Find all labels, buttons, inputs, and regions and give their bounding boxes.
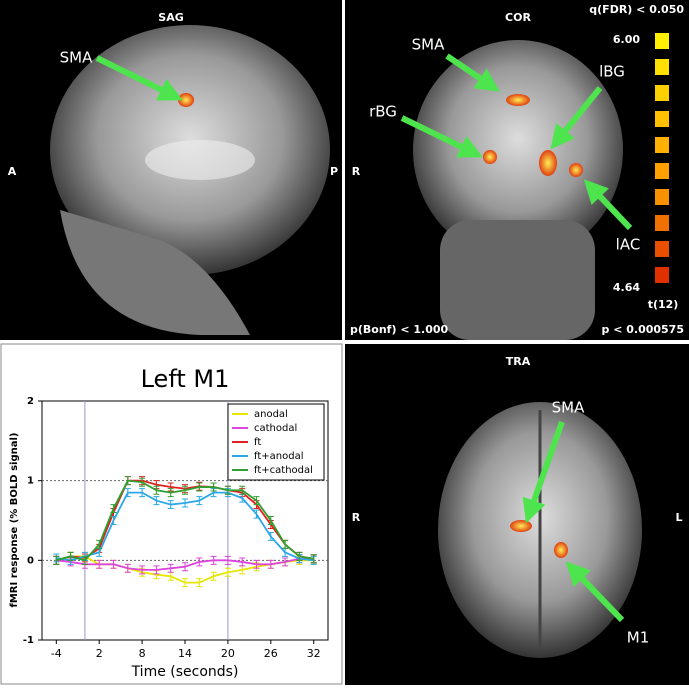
x-tick-label: -4 xyxy=(51,647,62,660)
arrow xyxy=(95,55,183,101)
error-bar xyxy=(239,485,246,495)
scale-max: 6.00 xyxy=(613,33,640,46)
error-bar xyxy=(253,496,260,506)
x-tick-label: 2 xyxy=(96,647,103,660)
error-bar xyxy=(124,563,131,573)
error-bar xyxy=(167,563,174,573)
error-bar xyxy=(182,578,188,588)
error-bar xyxy=(139,488,146,498)
error-bar xyxy=(182,498,188,508)
legend-label: ft xyxy=(254,437,261,448)
arrow xyxy=(583,179,633,231)
error-bar xyxy=(196,557,203,567)
error-bar xyxy=(210,555,217,565)
error-bar xyxy=(153,565,160,575)
panel-title: SAG xyxy=(158,11,183,24)
error-bar xyxy=(167,488,174,498)
stat-label: t(12) xyxy=(648,298,679,311)
region-label: SMA xyxy=(412,36,445,54)
region-label: lAC xyxy=(616,236,641,254)
error-bar xyxy=(124,488,131,498)
x-tick-label: 32 xyxy=(307,647,321,660)
chart-title: Left M1 xyxy=(141,365,230,393)
error-bar xyxy=(110,504,117,514)
error-bar xyxy=(96,539,103,549)
region-label: M1 xyxy=(627,629,650,647)
error-bar xyxy=(153,496,160,506)
error-bar xyxy=(282,557,289,567)
error-bar xyxy=(96,559,103,569)
legend-label: ft+cathodal xyxy=(254,465,313,476)
colorbar xyxy=(655,33,669,283)
error-bar xyxy=(282,539,289,549)
scale-min: 4.64 xyxy=(613,281,640,294)
error-bar xyxy=(239,557,246,567)
x-tick-label: 26 xyxy=(264,647,278,660)
error-bar xyxy=(81,555,88,565)
error-bar xyxy=(153,485,160,495)
region-label: lBG xyxy=(599,63,625,81)
error-bar xyxy=(196,578,203,588)
region-label: SMA xyxy=(60,49,93,67)
bonf-label: p(Bonf) < 1.000 xyxy=(350,323,449,336)
arrow xyxy=(550,86,603,150)
orientation-label: R xyxy=(352,511,361,524)
y-tick-label: 2 xyxy=(27,396,34,407)
error-bar xyxy=(67,551,74,561)
orientation-label: R xyxy=(352,165,361,178)
error-bar xyxy=(253,509,260,519)
error-bar xyxy=(310,554,317,564)
error-bar xyxy=(110,516,117,525)
y-tick-label: 1 xyxy=(27,476,34,487)
error-bar xyxy=(110,559,117,569)
y-tick-label: 0 xyxy=(27,555,34,566)
panel-title: TRA xyxy=(506,355,531,368)
error-bar xyxy=(224,485,231,495)
error-bar xyxy=(167,500,174,510)
x-tick-label: 8 xyxy=(139,647,146,660)
error-bar xyxy=(267,531,274,541)
x-tick-label: 20 xyxy=(221,647,235,660)
error-bar xyxy=(210,482,217,492)
error-bar xyxy=(224,567,231,577)
legend-label: ft+anodal xyxy=(254,451,303,462)
error-bar xyxy=(253,559,260,569)
x-axis-label: Time (seconds) xyxy=(131,664,239,680)
region-label: SMA xyxy=(552,399,585,417)
orientation-label: L xyxy=(675,511,682,524)
error-bar xyxy=(267,516,274,525)
error-bar xyxy=(139,477,146,487)
fdr-label: q(FDR) < 0.050 xyxy=(589,3,684,16)
orientation-label: A xyxy=(8,165,17,178)
region-label: rBG xyxy=(369,103,397,121)
sag-image xyxy=(50,25,330,335)
error-bar xyxy=(196,496,203,506)
error-bar xyxy=(182,562,188,572)
panel-title: COR xyxy=(505,11,531,24)
error-bar xyxy=(196,482,203,492)
error-bar xyxy=(267,559,274,569)
legend-label: anodal xyxy=(254,409,288,420)
arrow xyxy=(445,53,500,92)
error-bar xyxy=(210,571,217,581)
error-bar xyxy=(139,565,146,575)
arrow xyxy=(565,561,625,623)
error-bar xyxy=(224,555,231,565)
cor-image xyxy=(413,40,623,340)
error-bar xyxy=(296,551,303,561)
y-tick-label: -1 xyxy=(23,635,34,646)
x-tick-label: 14 xyxy=(178,647,192,660)
legend-label: cathodal xyxy=(254,423,297,434)
y-axis-label: fMRI response (% BOLD signal) xyxy=(9,433,20,608)
error-bar xyxy=(182,485,188,495)
tra-image xyxy=(438,402,642,658)
error-bar xyxy=(53,555,60,565)
orientation-label: P xyxy=(330,165,338,178)
arrow xyxy=(522,420,565,524)
arrow xyxy=(400,115,483,158)
p-label: p < 0.000575 xyxy=(601,323,684,336)
line-chart: Left M1 Time (seconds) fMRI response (% … xyxy=(9,365,329,680)
error-bar xyxy=(124,476,131,486)
